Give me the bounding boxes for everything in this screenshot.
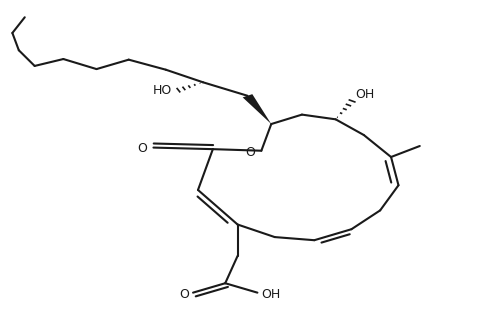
Polygon shape <box>243 94 271 124</box>
Text: OH: OH <box>355 88 375 101</box>
Text: HO: HO <box>153 84 172 97</box>
Text: O: O <box>246 146 255 159</box>
Text: OH: OH <box>261 288 280 301</box>
Text: O: O <box>137 142 147 155</box>
Text: O: O <box>180 288 190 301</box>
